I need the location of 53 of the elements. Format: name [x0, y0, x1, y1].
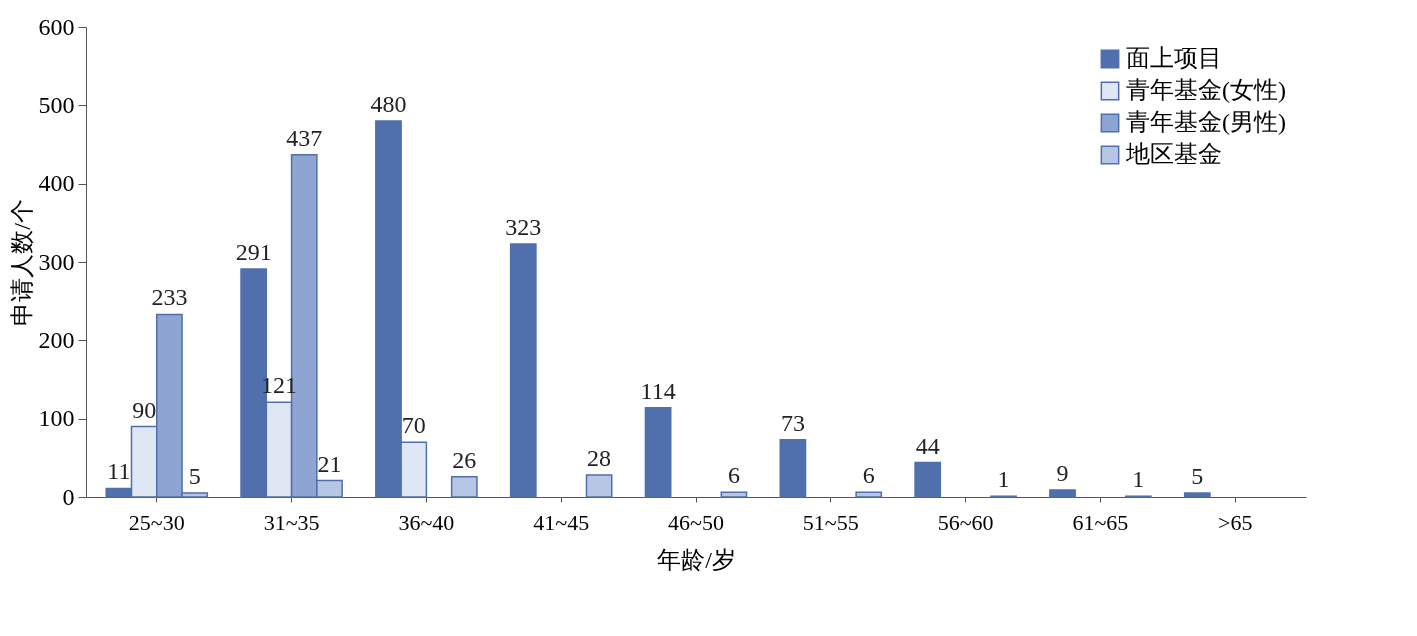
data-label: 6 [862, 462, 875, 489]
legend-label: 青年基金(男性) [1126, 109, 1286, 135]
y-tick-label: 200 [38, 326, 75, 353]
data-label: 73 [780, 409, 805, 436]
data-label: 233 [151, 284, 188, 311]
bar [509, 243, 537, 498]
data-label: 5 [188, 463, 201, 490]
x-axis-title: 年龄/岁 [657, 546, 736, 573]
x-tick-label: 25~30 [128, 509, 185, 535]
y-tick-label: 100 [38, 405, 75, 432]
data-label: 26 [452, 446, 477, 473]
y-tick-label: 600 [38, 13, 75, 40]
x-tick-label: 41~45 [533, 509, 590, 535]
bar [779, 439, 807, 498]
bar [720, 491, 748, 498]
data-label: 90 [132, 396, 157, 423]
bar [450, 475, 478, 498]
bar [1183, 492, 1211, 498]
data-label: 21 [317, 450, 342, 477]
bar [585, 474, 613, 498]
data-label: 28 [587, 445, 612, 472]
data-label: 11 [107, 458, 131, 485]
data-label: 1 [1132, 466, 1145, 493]
legend-label: 地区基金 [1125, 141, 1222, 167]
data-label: 1 [997, 466, 1010, 493]
data-label: 5 [1191, 463, 1204, 490]
legend-label: 面上项目 [1126, 45, 1222, 71]
data-label: 437 [286, 124, 323, 151]
bar [855, 491, 883, 498]
data-label: 70 [401, 412, 426, 439]
data-label: 44 [915, 432, 940, 459]
data-label: 480 [370, 91, 407, 117]
data-label: 6 [727, 462, 740, 489]
y-axis-title: 申请人数/个 [8, 199, 35, 326]
bar [1049, 489, 1076, 498]
y-tick-label: 300 [38, 248, 75, 275]
bar [644, 406, 672, 498]
x-tick-label: 56~60 [937, 509, 994, 535]
y-tick-label: 500 [38, 91, 75, 118]
bar [914, 461, 942, 498]
data-label: 9 [1056, 459, 1069, 486]
x-tick-label: 36~40 [398, 509, 455, 535]
x-tick-label: >65 [1218, 509, 1253, 535]
x-tick-label: 51~55 [802, 509, 859, 535]
y-tick-label: 400 [38, 170, 75, 197]
data-label: 114 [640, 377, 676, 404]
x-tick-label: 46~50 [668, 509, 724, 535]
data-label: 291 [235, 239, 272, 266]
x-tick-label: 31~35 [263, 509, 320, 535]
data-label: 323 [505, 213, 542, 240]
y-tick-label: 0 [62, 483, 75, 510]
legend-label: 青年基金(女性) [1126, 77, 1286, 103]
x-tick-label: 61~65 [1072, 509, 1129, 535]
